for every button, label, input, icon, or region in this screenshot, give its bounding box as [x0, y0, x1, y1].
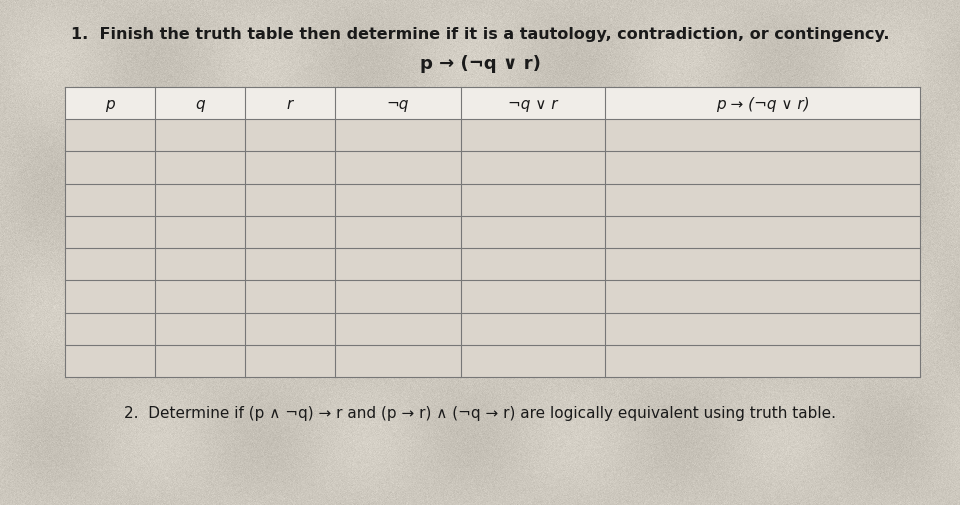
Bar	[65, 281, 920, 313]
Bar	[65, 152, 920, 184]
Text: r: r	[287, 96, 293, 112]
Bar	[65, 313, 920, 345]
Text: p → (¬q ∨ r): p → (¬q ∨ r)	[420, 55, 540, 73]
Bar	[65, 345, 920, 377]
Bar	[65, 120, 920, 152]
Text: p → (¬q ∨ r): p → (¬q ∨ r)	[716, 96, 809, 112]
Text: ¬q: ¬q	[387, 96, 409, 112]
Text: q: q	[195, 96, 204, 112]
Text: ¬q ∨ r: ¬q ∨ r	[508, 96, 558, 112]
Bar	[65, 217, 920, 248]
Text: p: p	[106, 96, 115, 112]
Text: 1.  Finish the truth table then determine if it is a tautology, contradiction, o: 1. Finish the truth table then determine…	[71, 26, 889, 41]
Bar	[65, 88, 920, 120]
Text: 2.  Determine if (p ∧ ¬q) → r and (p → r) ∧ (¬q → r) are logically equivalent us: 2. Determine if (p ∧ ¬q) → r and (p → r)…	[124, 406, 836, 421]
Bar	[65, 184, 920, 217]
Bar	[65, 248, 920, 281]
